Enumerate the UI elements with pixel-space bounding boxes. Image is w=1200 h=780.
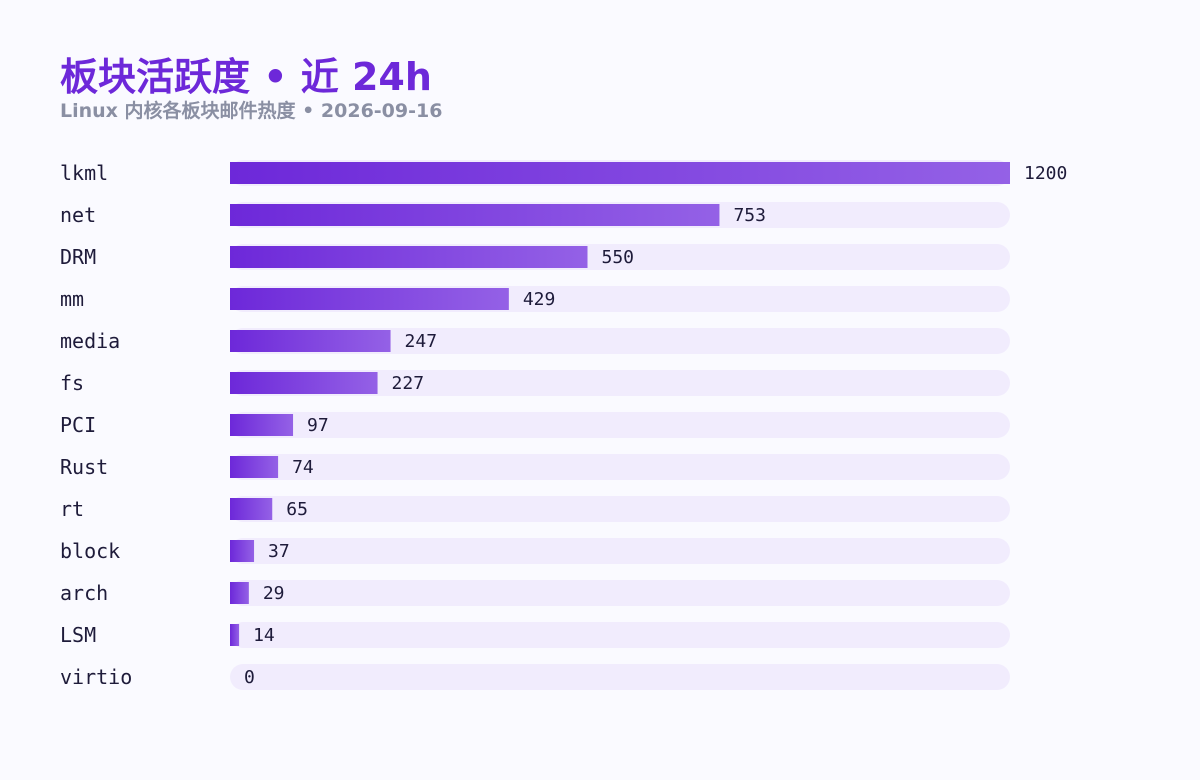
- category-label: DRM: [60, 245, 96, 269]
- bar-row-mm: mm 429: [60, 286, 1010, 312]
- bar: [230, 288, 509, 310]
- category-label: lkml: [60, 161, 108, 185]
- value-label: 29: [263, 583, 285, 604]
- bar-row-rust: Rust 74: [60, 454, 1010, 480]
- bar-row-pci: PCI 97: [60, 412, 1010, 438]
- bar-row-media: media 247: [60, 328, 1010, 354]
- value-label: 753: [733, 205, 766, 226]
- value-label: 65: [286, 499, 308, 520]
- bar: [230, 498, 273, 520]
- bar-track: [230, 412, 1010, 438]
- bar-row-virtio: virtio 0: [60, 664, 1010, 690]
- bar-track: [230, 538, 1010, 564]
- value-label: 429: [523, 289, 556, 310]
- bar-row-rt: rt 65: [60, 496, 1010, 522]
- chart-subtitle: Linux 内核各板块邮件热度 • 2026-09-16: [60, 100, 443, 122]
- bar-track: [230, 580, 1010, 606]
- bar-row-lkml: lkml 1200: [60, 160, 1067, 186]
- value-label: 227: [392, 373, 425, 394]
- category-label: arch: [60, 581, 108, 605]
- bar: [230, 204, 720, 226]
- bar: [230, 456, 279, 478]
- category-label: virtio: [60, 665, 132, 689]
- category-label: block: [60, 539, 120, 563]
- category-label: LSM: [60, 623, 96, 647]
- bar-track: [230, 664, 1010, 690]
- bar: [230, 330, 391, 352]
- category-label: PCI: [60, 413, 96, 437]
- category-label: mm: [60, 287, 84, 311]
- bar-row-fs: fs 227: [60, 370, 1010, 396]
- bar: [230, 246, 588, 268]
- value-label: 97: [307, 415, 329, 436]
- bar-track: [230, 370, 1010, 396]
- bar-row-lsm: LSM 14: [60, 622, 1010, 648]
- category-label: rt: [60, 497, 84, 521]
- bar: [230, 414, 294, 436]
- value-label: 37: [268, 541, 290, 562]
- value-label: 550: [602, 247, 635, 268]
- bar: [230, 540, 255, 562]
- bar-row-block: block 37: [60, 538, 1010, 564]
- category-label: media: [60, 329, 120, 353]
- category-label: net: [60, 203, 96, 227]
- bar-row-drm: DRM 550: [60, 244, 1010, 270]
- category-label: fs: [60, 371, 84, 395]
- bar-row-net: net 753: [60, 202, 1010, 228]
- value-label: 0: [244, 667, 255, 688]
- bar-track: [230, 454, 1010, 480]
- bar: [230, 624, 240, 646]
- value-label: 1200: [1024, 163, 1067, 184]
- chart-title: 板块活跃度 • 近 24h: [60, 55, 432, 99]
- category-label: Rust: [60, 455, 108, 479]
- bar-track: [230, 622, 1010, 648]
- bar: [230, 582, 249, 604]
- value-label: 74: [292, 457, 314, 478]
- bar-row-arch: arch 29: [60, 580, 1010, 606]
- bar: [230, 162, 1010, 184]
- value-label: 14: [253, 625, 275, 646]
- bar-track: [230, 328, 1010, 354]
- bar-track: [230, 496, 1010, 522]
- value-label: 247: [405, 331, 438, 352]
- bar: [230, 372, 378, 394]
